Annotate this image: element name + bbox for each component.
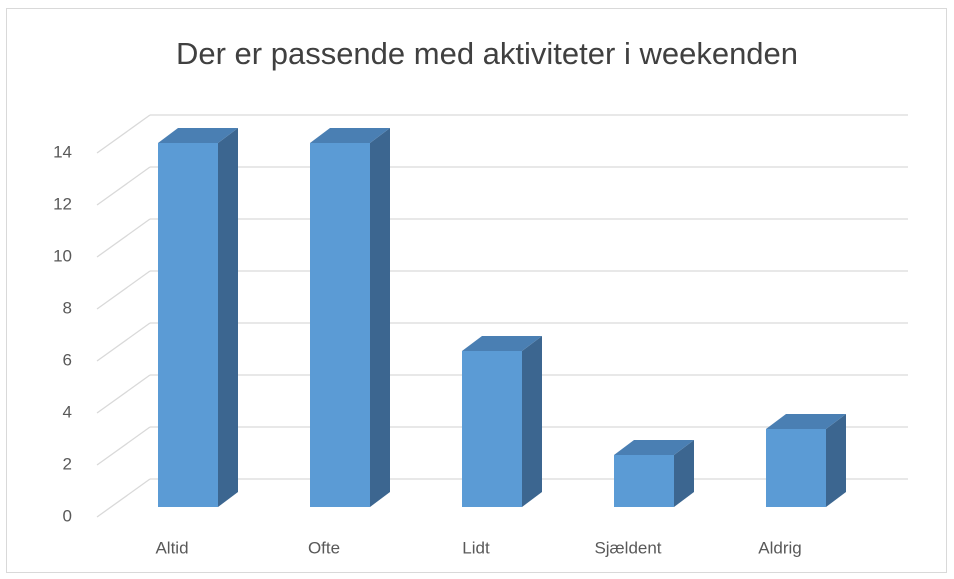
bar-side (370, 128, 390, 507)
bar-top (614, 440, 694, 455)
grid-line (96, 218, 151, 258)
bar-side (218, 128, 238, 507)
grid-line (96, 426, 151, 466)
x-tick-label: Aldrig (758, 538, 801, 557)
x-tick-label: Altid (155, 538, 188, 557)
y-tick-label: 2 (63, 454, 72, 473)
grid-line (96, 114, 151, 154)
grid-line (96, 478, 151, 518)
bar-top (462, 336, 542, 351)
bar-front (462, 351, 522, 507)
grid-line (96, 166, 151, 206)
bar-front (310, 143, 370, 507)
bar-front (766, 429, 826, 507)
x-tick-label: Sjældent (594, 538, 661, 557)
grid-line (96, 322, 151, 362)
bar (614, 440, 694, 507)
bar-top (310, 128, 390, 143)
bar-front (614, 455, 674, 507)
bar-front (158, 143, 218, 507)
y-tick-label: 4 (63, 402, 72, 421)
bar-top (158, 128, 238, 143)
y-tick-label: 12 (53, 194, 72, 213)
y-tick-label: 6 (63, 350, 72, 369)
chart-title: Der er passende med aktiviteter i weeken… (176, 36, 798, 71)
grid-line (96, 270, 151, 310)
grid-line (96, 374, 151, 414)
x-tick-label: Ofte (308, 538, 340, 557)
bar-top (766, 414, 846, 429)
y-tick-label: 8 (63, 298, 72, 317)
y-tick-label: 14 (53, 142, 72, 161)
bar (310, 128, 390, 507)
bar (462, 336, 542, 507)
x-tick-label: Lidt (462, 538, 490, 557)
bar (766, 414, 846, 507)
y-tick-label: 0 (63, 506, 72, 525)
bar (158, 128, 238, 507)
bar-side (826, 414, 846, 507)
y-tick-label: 10 (53, 246, 72, 265)
bar-side (674, 440, 694, 507)
bar-side (522, 336, 542, 507)
